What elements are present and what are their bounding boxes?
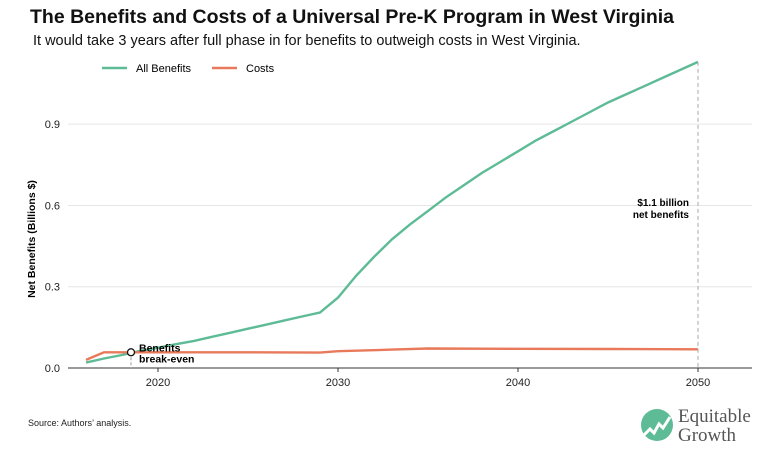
source-note: Source: Authors’ analysis. xyxy=(28,418,132,428)
equitable-growth-logo: Equitable Growth xyxy=(640,405,760,450)
grid-layer xyxy=(68,123,752,288)
net-benefits-label-line2: net benefits xyxy=(633,210,690,221)
legend-label-all-benefits: All Benefits xyxy=(136,63,192,75)
legend-label-costs: Costs xyxy=(246,63,275,75)
annotation-layer: Benefits break-even $1.1 billion net ben… xyxy=(126,61,699,368)
x-tick-label: 2020 xyxy=(146,377,170,389)
series-line-costs xyxy=(85,347,699,362)
net-benefits-label-line1: $1.1 billion xyxy=(637,198,689,209)
series-line-all-benefits xyxy=(85,60,699,364)
break-even-marker xyxy=(126,348,136,357)
growth-chart-icon xyxy=(641,409,673,441)
series-layer xyxy=(85,60,699,364)
y-tick-label: 0.0 xyxy=(45,363,60,375)
chart-subtitle: It would take 3 years after full phase i… xyxy=(33,33,581,49)
y-axis-label: Net Benefits (Billions $) xyxy=(26,180,38,298)
axis-layer: 0.0 0.3 0.6 0.9 2020 2030 2040 2050 xyxy=(45,119,752,389)
x-tick-label: 2040 xyxy=(506,377,530,389)
y-tick-label: 0.3 xyxy=(45,282,60,294)
chart-title: The Benefits and Costs of a Universal Pr… xyxy=(30,6,675,28)
y-tick-label: 0.9 xyxy=(45,119,60,131)
break-even-label-line2: break-even xyxy=(139,353,194,365)
legend: All Benefits Costs xyxy=(102,63,275,75)
x-tick-label: 2050 xyxy=(686,377,710,389)
break-even-label-line1: Benefits xyxy=(139,342,181,354)
logo-text-line2: Growth xyxy=(678,425,737,446)
y-tick-label: 0.6 xyxy=(45,200,60,212)
x-tick-label: 2030 xyxy=(326,377,350,389)
logo-text-line1: Equitable xyxy=(678,406,751,427)
